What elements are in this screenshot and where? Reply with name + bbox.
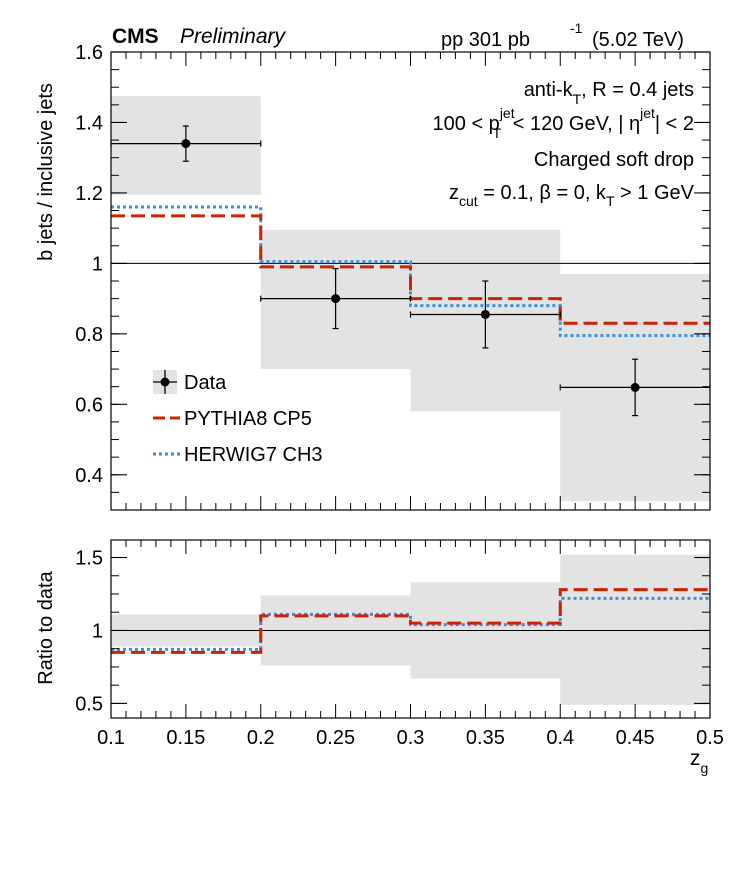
main-y-tick-label: 0.4	[75, 465, 103, 487]
x-tick-label: 0.4	[546, 727, 574, 749]
main-axes	[110, 51, 711, 511]
legend: Data PYTHIA8 CP5 HERWIG7 CH3	[153, 370, 323, 466]
data-point	[181, 139, 191, 149]
ratio-axes	[110, 539, 711, 719]
ratio-uncertainty-bands	[111, 554, 710, 705]
x-tick-label: 0.15	[166, 727, 205, 749]
selection-annotation: anti-kT, R = 0.4 jets 100 < pjet T < 120 …	[433, 79, 695, 209]
main-y-tick-label: 1	[92, 253, 103, 275]
legend-herwig-label: HERWIG7 CH3	[184, 444, 323, 466]
ratio-model-curves	[111, 588, 710, 654]
ratio-y-tick-label: 1	[92, 620, 103, 642]
annotation-line-1: anti-kT, R = 0.4 jets	[524, 79, 694, 107]
x-tick-label: 0.2	[247, 727, 275, 749]
ratio-y-tick-label: 1.5	[75, 548, 103, 570]
legend-pythia-label: PYTHIA8 CP5	[184, 408, 312, 430]
ratio-pythia-curve	[111, 588, 710, 654]
data-points	[110, 125, 711, 417]
data-point	[331, 294, 341, 304]
main-y-tick-label: 1.2	[75, 183, 103, 205]
x-axis-label: zg	[690, 747, 708, 776]
x-tick-label: 0.5	[696, 727, 724, 749]
main-y-tick-label: 0.6	[75, 394, 103, 416]
ratio-y-tick-labels: 0.5 1 1.5	[75, 548, 103, 716]
ratio-y-axis-label: Ratio to data	[35, 570, 57, 684]
ratio-panel: 0.5 1 1.5 0.1 0.15 0.2 0.25 0.3 0.35 0.4 0.45 0.5 …	[35, 539, 724, 776]
x-tick-label: 0.35	[466, 727, 505, 749]
legend-data-marker	[160, 377, 170, 387]
energy-label: (5.02 TeV)	[592, 29, 684, 51]
annotation-line-3: Charged soft drop	[534, 149, 694, 171]
main-y-tick-label: 1.4	[75, 112, 103, 134]
data-point	[480, 309, 490, 319]
data-point	[630, 382, 640, 392]
annotation-line-4: zcut = 0.1, β = 0, kT > 1 GeV	[449, 182, 695, 209]
main-y-tick-label: 1.6	[75, 42, 103, 64]
x-tick-labels: 0.1 0.15 0.2 0.25 0.3 0.35 0.4 0.45 0.5	[97, 727, 724, 749]
x-tick-label: 0.25	[316, 727, 355, 749]
experiment-label: CMS	[112, 25, 159, 48]
annotation-line-2: 100 < pjet T < 120 GeV, | ηjet| < 2	[433, 105, 694, 141]
main-panel: 0.4 0.6 0.8 1 1.2 1.4 1.6 b jets / inclusive j…	[35, 42, 711, 511]
ratio-data-band	[560, 554, 710, 705]
lumi-label: pp 301 pb	[441, 29, 530, 51]
lumi-exponent: -1	[570, 20, 583, 36]
status-label: Preliminary	[180, 25, 287, 48]
main-y-axis-label: b jets / inclusive jets	[35, 83, 57, 261]
pythia-curve	[111, 214, 710, 325]
ratio-y-tick-label: 0.5	[75, 693, 103, 715]
x-tick-label: 0.3	[397, 727, 425, 749]
legend-data-label: Data	[184, 372, 227, 394]
main-model-curves	[111, 205, 710, 338]
x-tick-label: 0.1	[97, 727, 125, 749]
main-y-tick-labels: 0.4 0.6 0.8 1 1.2 1.4 1.6	[75, 42, 103, 487]
main-y-tick-label: 0.8	[75, 324, 103, 346]
x-tick-label: 0.45	[616, 727, 655, 749]
